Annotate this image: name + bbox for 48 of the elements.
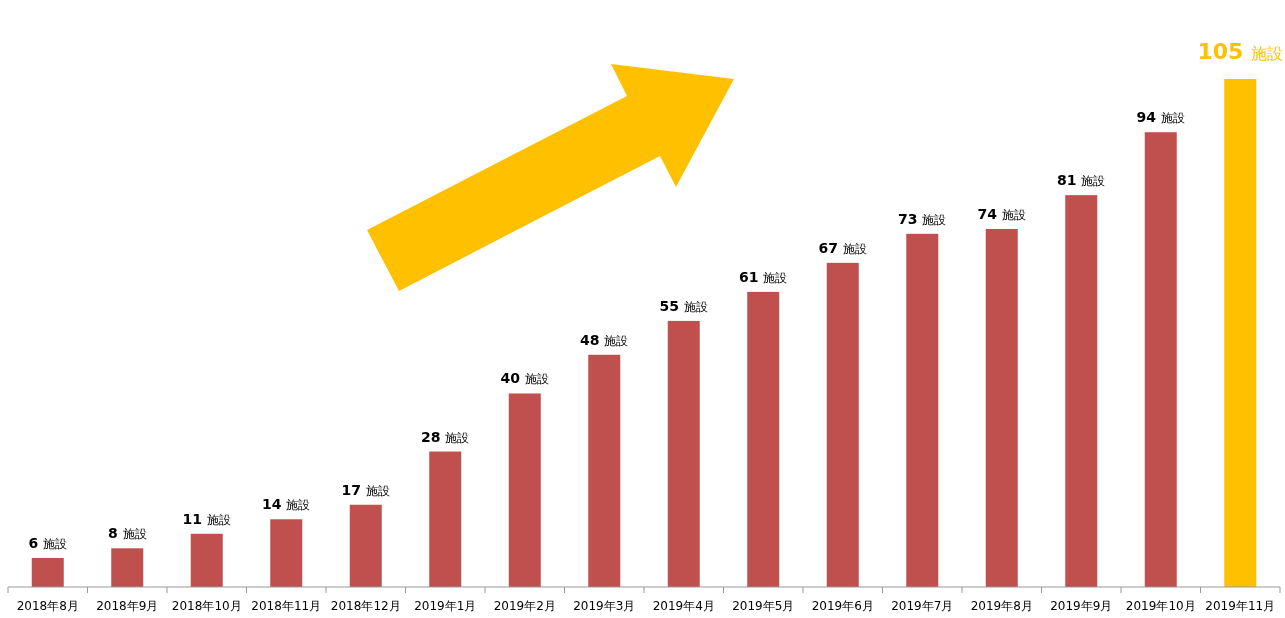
data-label: 14 施設 [262,496,311,513]
bar [906,233,939,587]
bar [667,320,700,587]
x-tick-label: 2018年12月 [330,599,401,613]
bar [826,262,859,587]
bar [1224,79,1257,587]
bar [588,354,621,587]
data-label: 61 施設 [739,268,788,285]
x-tick-label: 2019年10月 [1125,599,1196,613]
x-tick-label: 2018年10月 [171,599,242,613]
bar [429,451,462,587]
data-label: 28 施設 [421,428,470,445]
bar [747,291,780,587]
bar [111,548,144,587]
x-tick-label: 2019年2月 [493,599,556,613]
bar [508,393,541,587]
data-label: 48 施設 [580,331,629,348]
bar [1144,132,1177,587]
x-tick-label: 2018年11月 [251,599,322,613]
x-tick-label: 2019年7月 [891,599,954,613]
x-tick-label: 2019年3月 [573,599,636,613]
data-label: 105 施設 [1197,39,1284,64]
x-tick-label: 2019年6月 [811,599,874,613]
x-tick-label: 2019年11月 [1205,599,1276,613]
bar [270,519,303,587]
data-label: 6 施設 [28,534,68,551]
data-label: 55 施設 [659,297,708,314]
x-tick-label: 2019年8月 [970,599,1033,613]
data-label: 73 施設 [898,210,947,227]
bar [31,557,64,587]
data-label: 81 施設 [1057,172,1106,189]
data-label: 74 施設 [977,205,1026,222]
data-label: 11 施設 [182,510,231,527]
data-label: 40 施設 [500,370,549,387]
bar [985,228,1018,587]
data-label: 17 施設 [341,481,390,498]
x-tick-label: 2018年8月 [16,599,79,613]
data-label: 94 施設 [1136,109,1185,126]
bar [190,533,223,587]
x-tick-label: 2019年5月 [732,599,795,613]
data-label: 8 施設 [107,525,147,542]
x-tick-label: 2019年9月 [1050,599,1113,613]
x-tick-label: 2019年4月 [652,599,715,613]
x-tick-label: 2019年1月 [414,599,477,613]
x-tick-label: 2018年9月 [96,599,159,613]
data-label: 67 施設 [818,239,867,256]
bar [1065,195,1098,587]
bar [349,504,382,587]
